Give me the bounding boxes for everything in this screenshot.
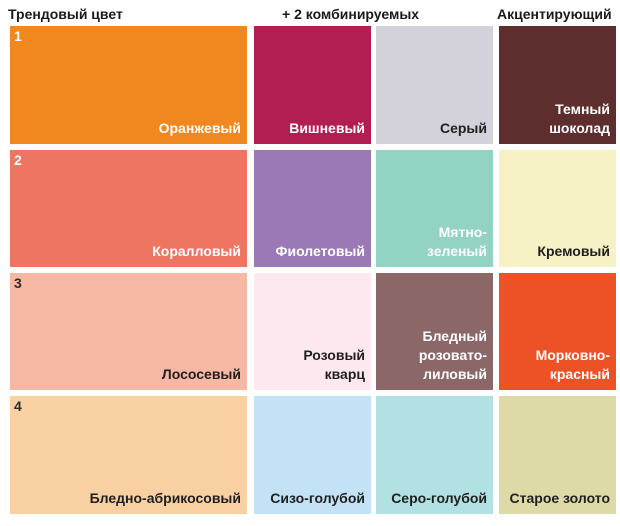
swatch-trend-row-3: 3 Лососевый	[10, 273, 247, 390]
swatch-combo2-row-3: Бледный розовато- лиловый	[376, 273, 493, 390]
row-number: 2	[14, 152, 22, 168]
swatch-combo2-row-2: Мятно- зеленый	[376, 150, 493, 267]
swatch-label: Лососевый	[161, 366, 241, 382]
swatch-combo1-row-1: Вишневый	[254, 26, 371, 144]
swatch-label: Бледно-абрикосовый	[89, 490, 241, 506]
swatch-label: Оранжевый	[158, 120, 241, 136]
swatch-label: Морковно- красный	[535, 347, 610, 382]
swatch-accent-row-1: Темный шоколад	[499, 26, 616, 144]
swatch-label: Мятно- зеленый	[426, 224, 487, 259]
swatch-trend-row-2: 2 Коралловый	[10, 150, 247, 267]
swatch-label: Фиолетовый	[275, 243, 365, 259]
swatch-combo2-row-1: Серый	[376, 26, 493, 144]
swatch-label: Сизо-голубой	[270, 490, 365, 506]
swatch-combo1-row-3: Розовый кварц	[254, 273, 371, 390]
swatch-label: Темный шоколад	[549, 101, 610, 136]
swatch-combo1-row-4: Сизо-голубой	[254, 396, 371, 514]
swatch-trend-row-1: 1 Оранжевый	[10, 26, 247, 144]
swatch-label: Бледный розовато- лиловый	[418, 328, 487, 382]
header-combined-colors: + 2 комбинируемых	[282, 6, 420, 22]
swatch-label: Серый	[439, 120, 487, 136]
swatch-label: Старое золото	[509, 490, 610, 506]
swatch-label: Розовый кварц	[303, 347, 365, 382]
swatch-label: Вишневый	[289, 120, 365, 136]
row-number: 4	[14, 398, 22, 414]
swatch-label: Коралловый	[152, 243, 241, 259]
swatch-accent-row-4: Старое золото	[499, 396, 616, 514]
row-number: 1	[14, 28, 22, 44]
swatch-combo2-row-4: Серо-голубой	[376, 396, 493, 514]
swatch-label: Кремовый	[537, 243, 610, 259]
swatch-trend-row-4: 4 Бледно-абрикосовый	[10, 396, 247, 514]
swatch-accent-row-2: Кремовый	[499, 150, 616, 267]
swatch-label: Серо-голубой	[391, 490, 487, 506]
swatch-combo1-row-2: Фиолетовый	[254, 150, 371, 267]
header-trend-color: Трендовый цвет	[8, 6, 123, 22]
swatch-accent-row-3: Морковно- красный	[499, 273, 616, 390]
row-number: 3	[14, 275, 22, 291]
header-accent-color: Акцентирующий	[497, 6, 612, 22]
